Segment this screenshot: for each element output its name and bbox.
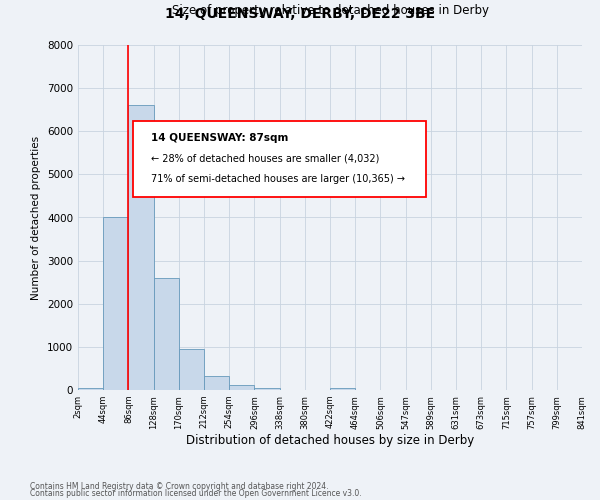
- Text: Contains public sector information licensed under the Open Government Licence v3: Contains public sector information licen…: [30, 489, 362, 498]
- Text: ← 28% of detached houses are smaller (4,032): ← 28% of detached houses are smaller (4,…: [151, 154, 379, 164]
- Bar: [78, 388, 103, 390]
- Text: Contains HM Land Registry data © Crown copyright and database right 2024.: Contains HM Land Registry data © Crown c…: [30, 482, 329, 491]
- Bar: [330, 388, 355, 390]
- Bar: [229, 386, 254, 390]
- FancyBboxPatch shape: [133, 121, 426, 197]
- Text: 14 QUEENSWAY: 87sqm: 14 QUEENSWAY: 87sqm: [151, 133, 289, 143]
- Bar: [204, 376, 229, 390]
- Bar: [254, 388, 280, 390]
- Text: 71% of semi-detached houses are larger (10,365) →: 71% of semi-detached houses are larger (…: [151, 174, 405, 184]
- Bar: [179, 349, 204, 390]
- X-axis label: Distribution of detached houses by size in Derby: Distribution of detached houses by size …: [186, 434, 474, 448]
- Title: Size of property relative to detached houses in Derby: Size of property relative to detached ho…: [172, 4, 488, 18]
- Bar: [128, 106, 154, 390]
- Text: 14, QUEENSWAY, DERBY, DE22 3BE: 14, QUEENSWAY, DERBY, DE22 3BE: [165, 8, 435, 22]
- Y-axis label: Number of detached properties: Number of detached properties: [31, 136, 41, 300]
- Bar: [103, 218, 128, 390]
- Bar: [154, 278, 179, 390]
